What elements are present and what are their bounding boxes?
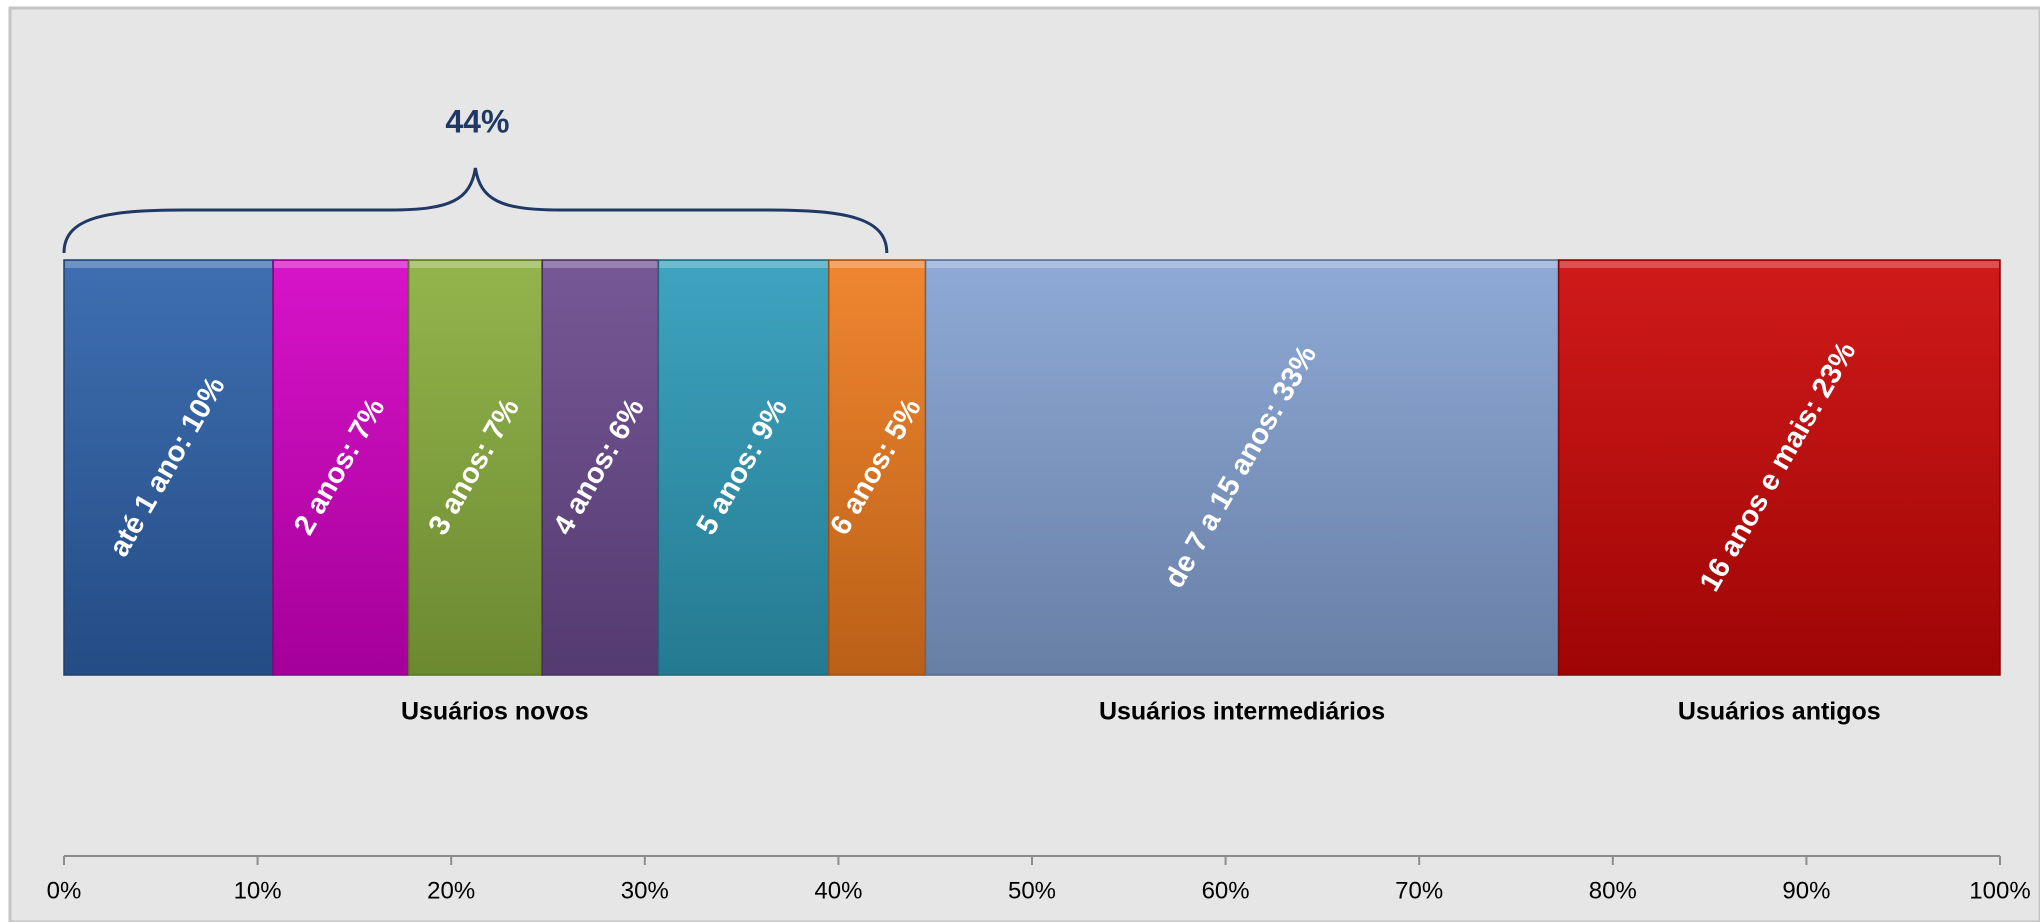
bar-segment-highlight	[829, 261, 925, 268]
x-tick-label: 100%	[1969, 877, 2030, 904]
x-tick-label: 0%	[47, 877, 82, 904]
bar-segment	[1557, 259, 2001, 676]
group-label: Usuários novos	[401, 698, 589, 726]
x-tick-label: 80%	[1589, 877, 1637, 904]
brace-label: 44%	[445, 103, 509, 139]
x-tick-label: 70%	[1395, 877, 1443, 904]
bar-segment-highlight	[274, 261, 408, 268]
x-tick-label: 30%	[621, 877, 669, 904]
bar-segment-highlight	[409, 261, 542, 268]
group-label: Usuários intermediários	[1099, 698, 1385, 726]
bar-segment	[924, 259, 1560, 676]
group-label: Usuários antigos	[1678, 698, 1881, 726]
bar-segment-highlight	[659, 261, 828, 268]
x-tick-label: 10%	[234, 877, 282, 904]
x-tick-label: 60%	[1202, 877, 1250, 904]
x-tick-label: 40%	[814, 877, 862, 904]
brace-shape	[62, 167, 889, 254]
bar-segment-highlight	[1559, 261, 1999, 268]
bar-segment-highlight	[926, 261, 1558, 268]
x-tick-label: 50%	[1008, 877, 1056, 904]
bar-segment-highlight	[543, 261, 658, 268]
bar-segment-highlight	[65, 261, 273, 268]
x-tick-label: 20%	[427, 877, 475, 904]
bar-segment	[63, 259, 274, 676]
x-tick-label: 90%	[1782, 877, 1830, 904]
bar-segment	[272, 259, 410, 676]
bar-segment	[657, 259, 830, 676]
bar-segment	[541, 259, 660, 676]
